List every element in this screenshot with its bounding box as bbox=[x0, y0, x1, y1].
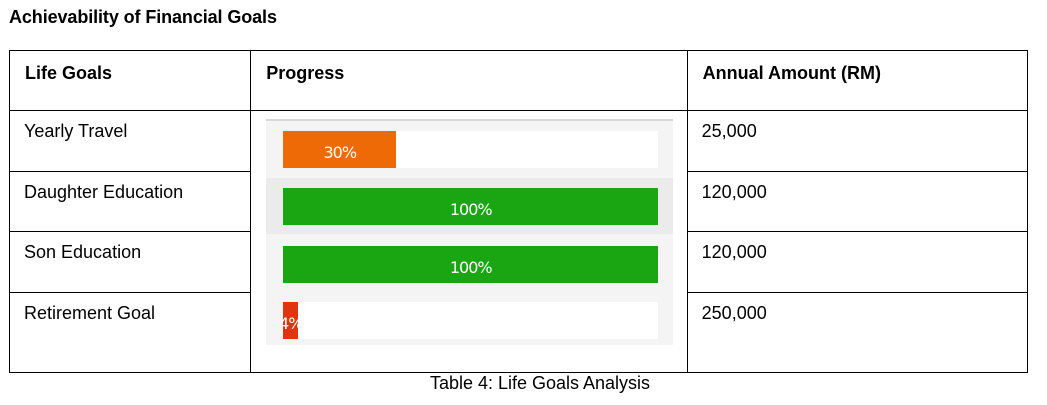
progress-cell: 30% 100% 100% 4% bbox=[250, 110, 688, 373]
progress-label: 30% bbox=[323, 143, 357, 162]
progress-track: 30% bbox=[283, 131, 659, 168]
goal-cell: Daughter Education bbox=[8, 171, 252, 232]
life-goals-table: Life Goals Progress Annual Amount (RM) Y… bbox=[8, 50, 1029, 373]
progress-row-retirement-goal: 4% bbox=[266, 293, 673, 349]
goal-cell: Retirement Goal bbox=[8, 292, 252, 373]
progress-track: 100% bbox=[283, 188, 659, 225]
header-progress: Progress bbox=[250, 50, 688, 111]
progress-bar-yearly-travel: 30% bbox=[283, 131, 397, 168]
progress-panel: 30% 100% 100% 4% bbox=[266, 119, 674, 345]
amount-cell: 120,000 bbox=[686, 231, 1029, 293]
header-life-goals: Life Goals bbox=[8, 50, 252, 111]
table-row: Yearly Travel 30% 100% 100% bbox=[8, 110, 1029, 373]
goal-cell: Yearly Travel bbox=[8, 110, 252, 172]
table-row: Daughter Education 120,000 bbox=[8, 171, 1029, 232]
progress-track: 4% bbox=[279, 302, 659, 339]
amount-cell: 25,000 bbox=[686, 110, 1029, 172]
amount-cell: 250,000 bbox=[686, 292, 1029, 373]
progress-row-son-education: 100% bbox=[266, 236, 673, 292]
progress-label: 100% bbox=[449, 200, 493, 219]
progress-label: 4% bbox=[279, 314, 303, 333]
table-caption: Table 4: Life Goals Analysis bbox=[429, 373, 651, 393]
progress-row-yearly-travel: 30% bbox=[266, 121, 673, 177]
progress-bar-daughter-education: 100% bbox=[283, 188, 659, 225]
document-heading: Achievability of Financial Goals bbox=[9, 7, 277, 27]
table-row: Son Education 120,000 bbox=[8, 231, 1029, 293]
progress-track: 100% bbox=[283, 246, 659, 283]
header-annual-amount: Annual Amount (RM) bbox=[686, 50, 1029, 111]
progress-label: 100% bbox=[449, 258, 493, 277]
progress-row-daughter-education: 100% bbox=[266, 178, 674, 234]
progress-bar-son-education: 100% bbox=[283, 246, 659, 283]
amount-cell: 120,000 bbox=[686, 171, 1029, 232]
progress-bar-retirement-goal: 4% bbox=[279, 302, 303, 339]
table-row: Retirement Goal 250,000 bbox=[8, 292, 1029, 373]
table-header-row: Life Goals Progress Annual Amount (RM) bbox=[8, 50, 1029, 111]
goal-cell: Son Education bbox=[8, 231, 252, 293]
